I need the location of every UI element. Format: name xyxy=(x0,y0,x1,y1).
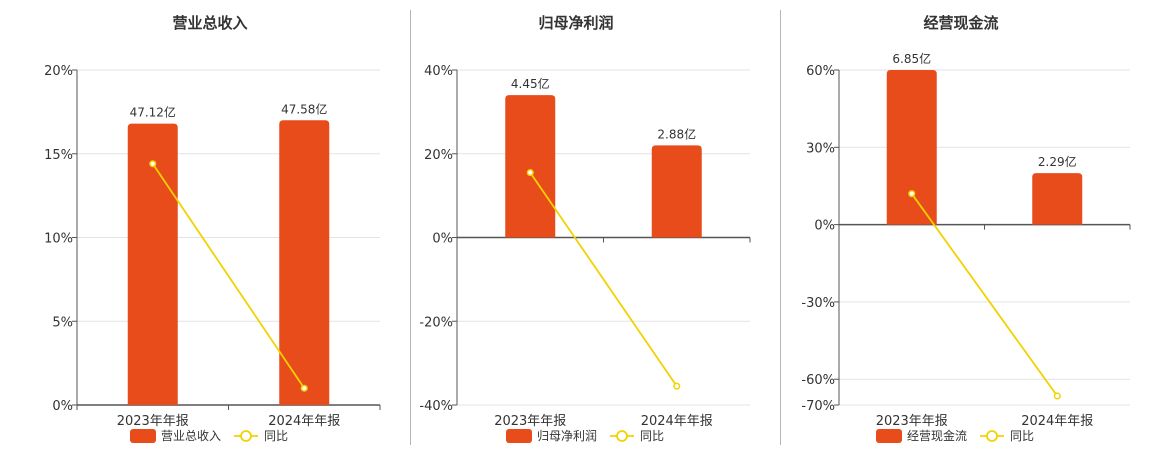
bar-data-label: 2.29亿 xyxy=(1038,154,1077,169)
legend-line-marker xyxy=(616,430,628,442)
y-tick-label: 60% xyxy=(806,64,835,79)
y-tick-label: -30% xyxy=(801,296,835,311)
yoy-point xyxy=(908,190,916,198)
y-tick-label: 5% xyxy=(52,315,73,330)
yoy-line xyxy=(152,163,305,389)
y-tick-label: 0% xyxy=(814,219,835,234)
legend-line-marker xyxy=(986,430,998,442)
chart-net-profit: 归母净利润 40% 20% 0% -20% -40% 4.45亿 2023年年报 2.88亿 20… xyxy=(419,14,751,443)
bar-data-label: 2.88亿 xyxy=(657,126,696,141)
chart-title: 营业总收入 xyxy=(172,14,247,32)
bar xyxy=(505,95,556,238)
y-tick-label: 20% xyxy=(424,148,453,163)
chart-revenue: 营业总收入 20% 15% 10% 5% 0% 47.12亿 2023年年报 47.58亿 202… xyxy=(44,14,381,443)
bar-data-label: 47.12亿 xyxy=(130,105,176,120)
x-tick-label: 2024年年报 xyxy=(641,414,713,429)
legend-line-label: 同比 xyxy=(264,429,288,443)
bar-data-label: 47.58亿 xyxy=(281,101,327,116)
bar xyxy=(127,123,178,405)
y-tick-label: 0% xyxy=(52,399,73,414)
y-tick-label: 0% xyxy=(432,232,453,247)
yoy-point xyxy=(300,384,308,392)
legend-bar-swatch xyxy=(876,429,902,443)
y-tick-label: 10% xyxy=(44,232,73,247)
legend-bar-swatch xyxy=(130,429,156,443)
y-tick-label: 40% xyxy=(424,64,453,79)
yoy-point xyxy=(673,382,681,390)
y-tick-label: 30% xyxy=(806,141,835,156)
y-tick-label: -20% xyxy=(419,315,453,330)
yoy-point xyxy=(1053,392,1061,400)
yoy-line xyxy=(529,172,678,387)
y-tick-label: 20% xyxy=(44,64,73,79)
legend-line-label: 同比 xyxy=(640,429,664,443)
y-tick-label: -70% xyxy=(801,399,835,414)
x-tick-label: 2023年年报 xyxy=(876,414,948,429)
legend-line-marker xyxy=(240,430,252,442)
bar xyxy=(279,120,330,405)
y-tick-label: -40% xyxy=(419,399,453,414)
legend-bar-label: 经营现金流 xyxy=(907,428,967,443)
panel-divider xyxy=(410,10,411,445)
chart-operating-cashflow: 经营现金流 60% 30% 0% -30% -60% -70% 6.85亿 2023年年报 2.2… xyxy=(801,14,1131,443)
bar xyxy=(886,70,937,225)
y-tick-label: 15% xyxy=(44,148,73,163)
chart-title: 归母净利润 xyxy=(538,14,613,32)
x-tick-label: 2023年年报 xyxy=(117,414,189,429)
legend-bar-label: 营业总收入 xyxy=(161,429,221,443)
x-tick-label: 2024年年报 xyxy=(1021,414,1093,429)
legend-line-label: 同比 xyxy=(1010,429,1034,443)
bar-data-label: 6.85亿 xyxy=(892,51,931,66)
legend-bar-swatch xyxy=(506,429,532,443)
yoy-point xyxy=(149,160,157,168)
panel-divider xyxy=(780,10,781,445)
chart-title: 经营现金流 xyxy=(923,14,998,32)
bar-data-label: 4.45亿 xyxy=(511,76,550,91)
y-tick-label: -60% xyxy=(801,373,835,388)
legend-bar-label: 归母净利润 xyxy=(537,429,597,443)
x-tick-label: 2024年年报 xyxy=(268,414,340,429)
yoy-line xyxy=(911,193,1058,397)
bar xyxy=(651,145,702,238)
x-tick-label: 2023年年报 xyxy=(494,414,566,429)
yoy-point xyxy=(526,169,534,177)
bar xyxy=(1032,173,1083,225)
